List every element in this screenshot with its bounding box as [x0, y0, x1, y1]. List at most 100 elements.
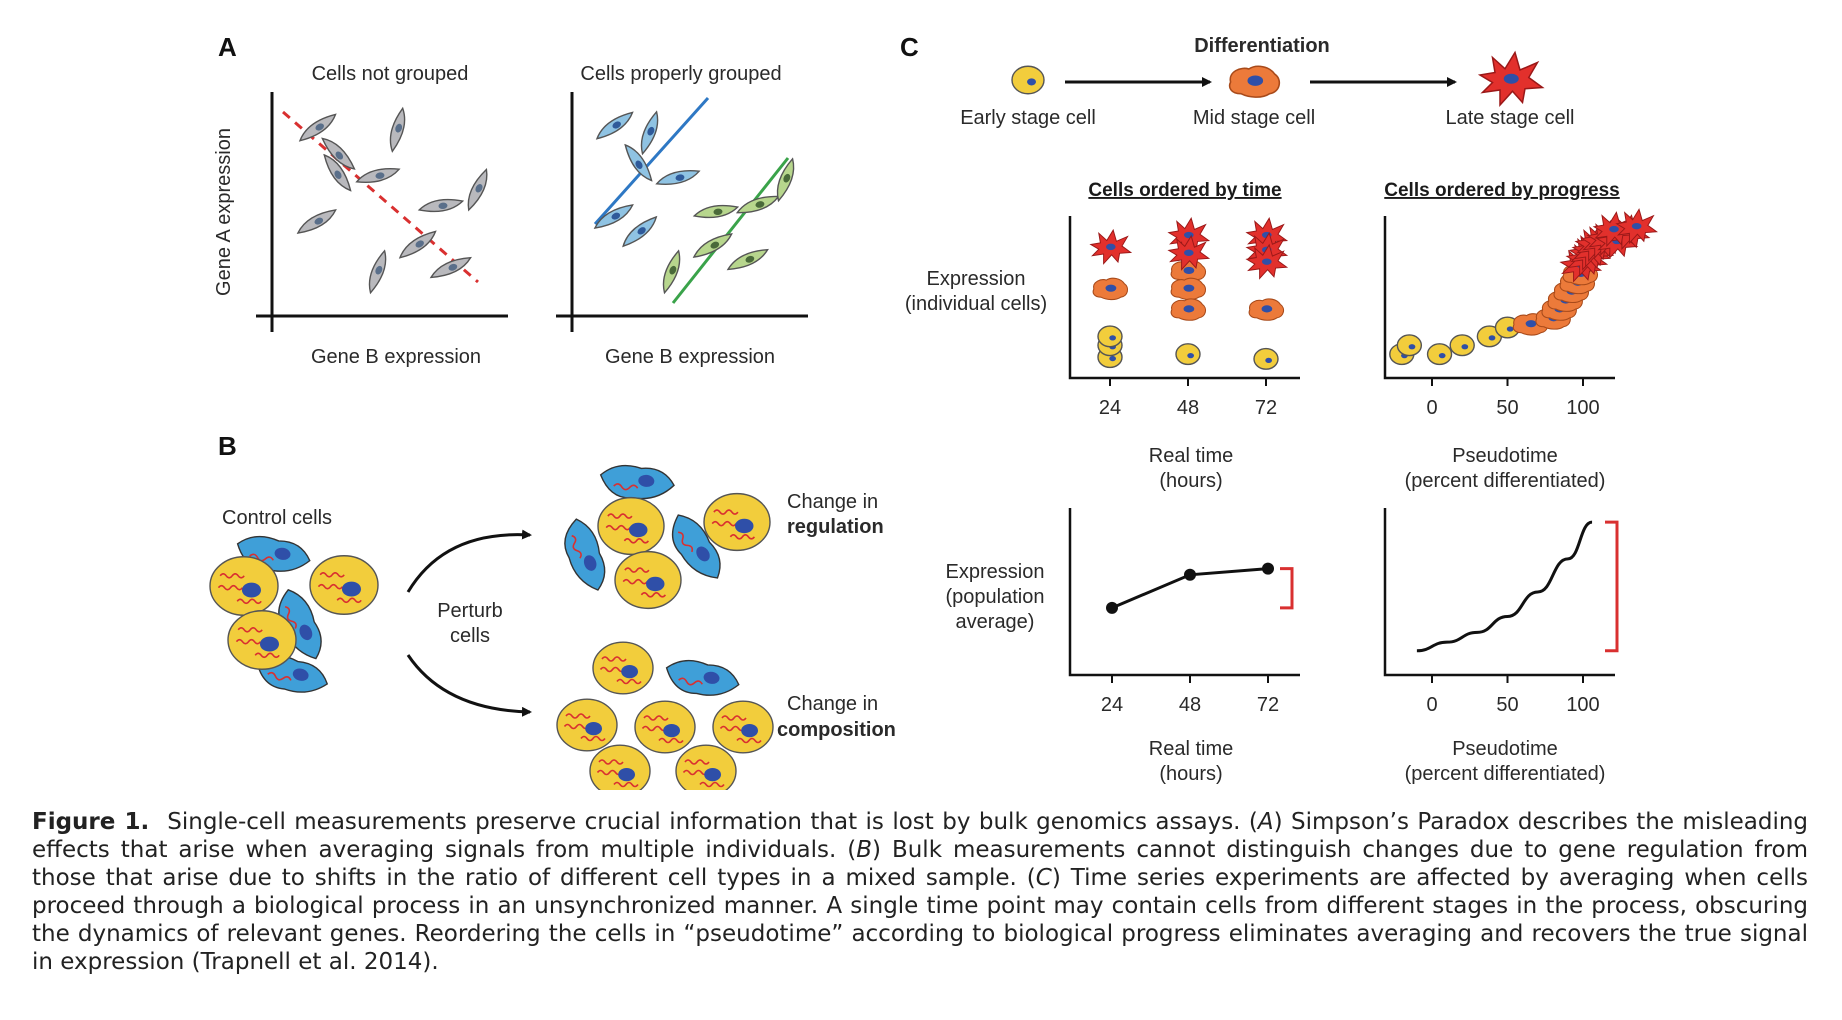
late-stage-cell	[1477, 50, 1545, 107]
ungrouped-cell-nucleus	[335, 151, 344, 160]
group1-cell	[640, 110, 659, 156]
ungrouped-cell	[398, 230, 437, 259]
early-cell-point	[1253, 347, 1279, 370]
regulation-flat-cell-nucleus	[583, 555, 597, 571]
transcript-squiggle	[678, 677, 703, 686]
transcript-squiggle	[729, 534, 756, 540]
early-stage-label: Early stage cell	[960, 107, 1096, 129]
xlabel-pseudo-bottom-line1: Pseudotime	[1452, 738, 1558, 760]
early-cell-point-nucleus	[1109, 355, 1116, 362]
transcript-squiggle	[658, 737, 684, 744]
transcript-squiggle	[565, 713, 591, 719]
control-flat-cell-nucleus	[299, 624, 313, 641]
composition-round-cell	[556, 698, 618, 752]
arrow-to-composition	[406, 654, 532, 717]
chart-axes	[1383, 508, 1615, 677]
ungrouped-cell-nucleus	[438, 202, 448, 210]
mid-cell-point-nucleus	[1105, 284, 1117, 292]
transcript-squiggle	[684, 759, 710, 765]
group2-cell-nucleus	[710, 241, 720, 249]
ungrouped-cell-nucleus	[448, 263, 458, 271]
transcript-squiggle	[721, 715, 747, 721]
panel-a-right-title: Cells properly grouped	[580, 63, 781, 85]
panel-a-left-title: Cells not grouped	[312, 63, 469, 85]
transcript-squiggle	[643, 715, 669, 721]
regulation-round-cell-nucleus	[629, 522, 648, 538]
caption-run: Single-cell measurements preserve crucia…	[167, 809, 1258, 835]
mid-cell-point	[1170, 277, 1207, 301]
transcript-squiggle	[623, 538, 650, 544]
transcript-squiggle	[254, 652, 280, 659]
mid-stage-label: Mid stage cell	[1193, 107, 1315, 129]
chart-2: 0 50 100	[1383, 208, 1658, 419]
early-stage-cell-nucleus	[1027, 78, 1036, 86]
regulation-flat-cell-body	[599, 464, 675, 500]
perturb-label-line2: cells	[450, 625, 490, 647]
ungrouped-cell-nucleus	[395, 123, 403, 133]
transcript-squiggle	[736, 737, 762, 744]
composition-round-cell-body	[675, 744, 737, 790]
regulation-flat-cell-nucleus	[696, 546, 710, 562]
mid-stage-cell	[1228, 65, 1281, 98]
early-cell-point	[1396, 334, 1423, 357]
panel-a-grouped-cells	[593, 110, 795, 295]
differentiation-title: Differentiation	[1194, 35, 1330, 57]
panel-b: B Control cells Perturb cells Change in …	[209, 431, 896, 790]
x-tick-label: 0	[1426, 694, 1437, 716]
regulation-round-cell	[597, 496, 665, 556]
ungrouped-cell	[323, 153, 352, 192]
ungrouped-cell-nucleus	[314, 217, 324, 225]
panel-a-group2-trend-line	[671, 157, 790, 304]
late-cell-point-nucleus	[1609, 225, 1619, 233]
xlabel-pseudo-top-line1: Pseudotime	[1452, 445, 1558, 467]
control-cells-label: Control cells	[222, 507, 332, 529]
composition-round-cell	[634, 700, 696, 754]
population-average-point	[1262, 562, 1274, 575]
control-round-cell-nucleus	[241, 582, 261, 598]
regulation-round-cell-nucleus	[646, 576, 665, 592]
late-cell-point	[1245, 243, 1289, 280]
x-tick-label: 48	[1179, 694, 1201, 716]
arrow-to-regulation	[406, 529, 532, 593]
composition-round-cell	[675, 744, 737, 790]
x-tick-label: 72	[1257, 694, 1279, 716]
transcript-squiggle	[219, 573, 245, 579]
ungrouped-cell-nucleus	[475, 184, 483, 193]
transcript-squiggle	[235, 638, 262, 645]
transcript-squiggle	[598, 759, 624, 765]
x-tick-label: 0	[1426, 397, 1437, 419]
group2-cell	[692, 233, 733, 259]
group1-cell-nucleus	[637, 227, 646, 235]
transcript-squiggle	[217, 584, 244, 591]
transcript-squiggle	[336, 597, 362, 604]
figure-label: Figure 1.	[32, 809, 150, 835]
early-cell-point-nucleus	[1408, 344, 1416, 350]
composition-prefix: Change in	[787, 693, 878, 715]
group1-cell-nucleus	[612, 121, 621, 129]
late-cell-point	[1089, 228, 1133, 265]
regulation-word: regulation	[787, 516, 884, 538]
control-round-cell-nucleus	[259, 636, 279, 652]
x-tick-label: 72	[1255, 397, 1277, 419]
figure-caption: Figure 1. Single-cell measurements preser…	[32, 808, 1808, 976]
panel-a-ungrouped-cells	[296, 106, 488, 295]
ungrouped-cell	[429, 256, 472, 279]
panel-c-label: C	[900, 32, 919, 62]
composition-round-cell-nucleus	[704, 768, 721, 782]
population-average-line	[1416, 520, 1593, 653]
ungrouped-cell	[296, 209, 337, 235]
ylabel-population-line3: average)	[956, 611, 1035, 633]
mid-cell-point-nucleus	[1183, 284, 1195, 292]
early-cell-point-nucleus	[1488, 335, 1496, 341]
mid-cell-point-nucleus	[1525, 320, 1537, 328]
transcript-squiggle	[719, 725, 746, 732]
ungrouped-cell-nucleus	[315, 123, 324, 131]
mid-cell-point	[1092, 277, 1129, 301]
panel-a-label: A	[218, 32, 237, 62]
chart-4: 0 50 100	[1383, 508, 1619, 716]
group2-cell	[776, 157, 795, 203]
transcript-squiggle	[613, 781, 639, 788]
early-cell-point	[1175, 343, 1201, 366]
composition-round-cell-nucleus	[585, 722, 602, 736]
early-stage-cell	[1011, 65, 1045, 95]
